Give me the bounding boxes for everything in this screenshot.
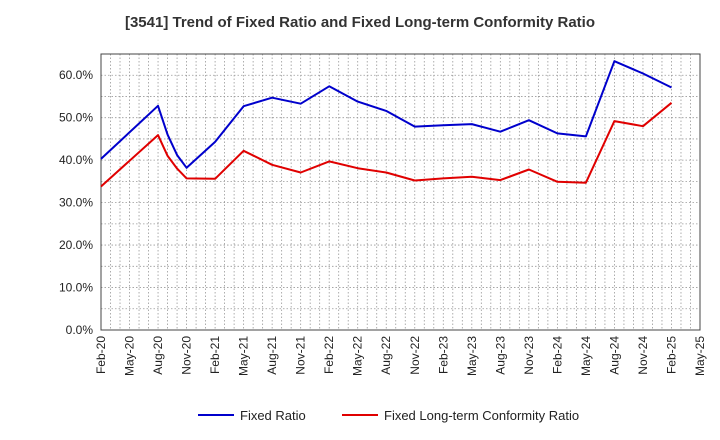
y-tick-label: 50.0% bbox=[59, 111, 93, 125]
x-tick-label: Feb-21 bbox=[208, 336, 222, 374]
x-tick-label: May-24 bbox=[579, 336, 593, 376]
legend: Fixed Ratio Fixed Long-term Conformity Ra… bbox=[198, 408, 579, 423]
x-tick-label: May-22 bbox=[351, 336, 365, 376]
y-tick-label: 10.0% bbox=[59, 281, 93, 295]
y-tick-label: 0.0% bbox=[66, 323, 94, 337]
x-tick-label: Feb-24 bbox=[550, 336, 564, 374]
x-tick-label: Feb-25 bbox=[664, 336, 678, 374]
x-tick-label: Feb-22 bbox=[322, 336, 336, 374]
series-line-1 bbox=[100, 60, 672, 169]
series-layer bbox=[100, 60, 673, 188]
x-tick-label: May-25 bbox=[693, 336, 707, 376]
x-tick-label: Aug-22 bbox=[379, 336, 393, 375]
x-tick-label: Nov-23 bbox=[522, 336, 536, 375]
grid-layer bbox=[101, 54, 700, 330]
legend-label-2: Fixed Long-term Conformity Ratio bbox=[384, 408, 579, 423]
plot-frame bbox=[100, 53, 701, 331]
x-tick-label: Nov-21 bbox=[294, 336, 308, 375]
x-tick-label: May-20 bbox=[123, 336, 137, 376]
x-tick-label: Nov-22 bbox=[408, 336, 422, 375]
y-axis-ticks: 0.0% 10.0% 20.0% 30.0% 40.0% 50.0% 60.0% bbox=[59, 68, 93, 337]
chart-title: [3541] Trend of Fixed Ratio and Fixed Lo… bbox=[124, 14, 596, 31]
x-axis-ticks: Feb-20 May-20 Aug-20 Nov-20 Feb-21 May-21 Aug-… bbox=[94, 336, 707, 376]
series-line-2 bbox=[100, 102, 673, 188]
x-tick-label: Aug-23 bbox=[493, 336, 507, 375]
x-tick-label: Nov-20 bbox=[180, 336, 194, 375]
x-tick-label: May-21 bbox=[237, 336, 251, 376]
x-tick-label: Aug-21 bbox=[265, 336, 279, 375]
y-tick-label: 30.0% bbox=[59, 196, 93, 210]
x-tick-label: May-23 bbox=[465, 336, 479, 376]
y-tick-label: 20.0% bbox=[59, 238, 93, 252]
x-tick-label: Feb-23 bbox=[436, 336, 450, 374]
x-tick-label: Nov-24 bbox=[636, 336, 650, 375]
y-tick-label: 40.0% bbox=[59, 153, 93, 167]
legend-label-1: Fixed Ratio bbox=[240, 408, 306, 423]
y-tick-label: 60.0% bbox=[59, 68, 93, 82]
x-tick-label: Feb-20 bbox=[94, 336, 108, 374]
x-tick-label: Aug-24 bbox=[607, 336, 621, 375]
x-tick-label: Aug-20 bbox=[151, 336, 165, 375]
